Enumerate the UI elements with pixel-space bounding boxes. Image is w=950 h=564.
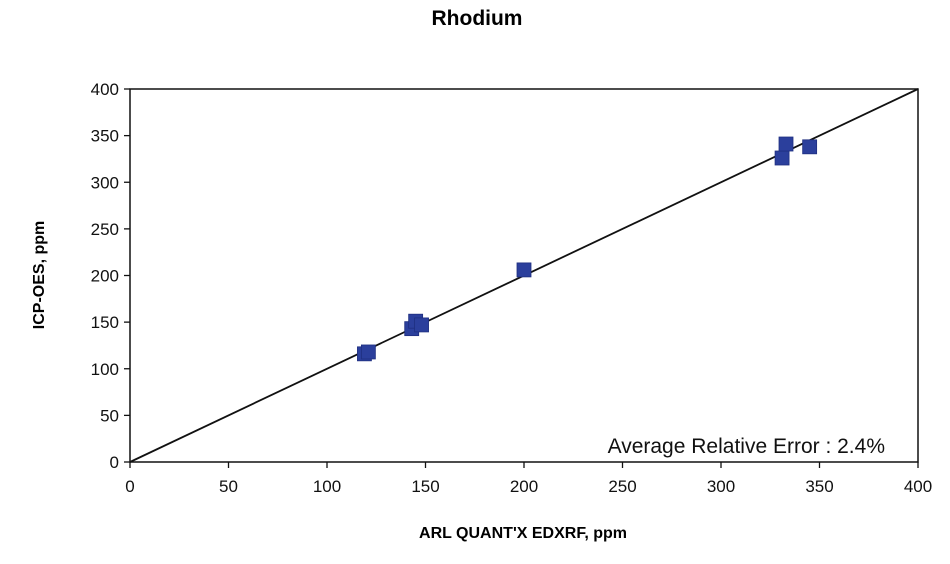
y-tick-label: 400	[91, 80, 119, 99]
y-axis-label: ICP-OES, ppm	[31, 221, 48, 329]
data-point	[414, 317, 429, 333]
y-tick-label: 100	[91, 360, 119, 379]
plot-area: 0 50 100 150 200 250 300 350 400 0 50 100 150 200 250 3…	[91, 80, 933, 496]
y-tick-label: 300	[91, 173, 119, 192]
data-point	[516, 262, 532, 278]
x-tick-label: 150	[411, 477, 439, 496]
y-tick-label: 50	[100, 406, 119, 425]
data-point	[778, 136, 794, 152]
x-tick-label: 0	[125, 477, 134, 496]
y-tick-label: 150	[91, 313, 119, 332]
x-tick-label: 350	[805, 477, 833, 496]
x-tick-label: 100	[313, 477, 341, 496]
x-tick-label: 250	[608, 477, 636, 496]
y-tick-label: 250	[91, 220, 119, 239]
data-point	[802, 139, 818, 155]
x-tick-label: 50	[219, 477, 238, 496]
error-annotation: Average Relative Error : 2.4%	[608, 435, 885, 458]
x-axis-label: ARL QUANT'X EDXRF, ppm	[419, 525, 627, 542]
chart-title: Rhodium	[432, 7, 523, 30]
x-tick-label: 200	[510, 477, 538, 496]
x-tick-label: 300	[707, 477, 735, 496]
x-tick-label: 400	[904, 477, 932, 496]
data-point	[774, 150, 790, 166]
data-point	[360, 344, 376, 360]
y-tick-label: 350	[91, 127, 119, 146]
y-tick-label: 0	[110, 453, 119, 472]
y-tick-label: 200	[91, 267, 119, 286]
